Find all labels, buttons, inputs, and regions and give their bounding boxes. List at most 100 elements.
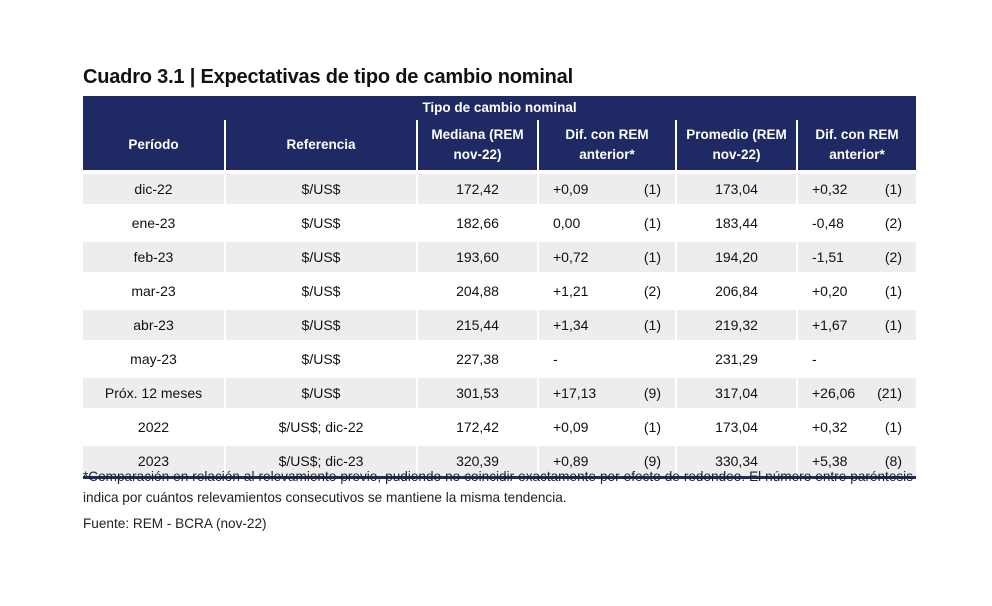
table-row: 2022 $/US$; dic-22 172,42 +0,09 (1) 173,04 +0,… (83, 408, 916, 444)
cell-mediana: 215,44 (416, 306, 538, 342)
cell-referencia: $/US$ (224, 340, 417, 376)
cell-dif-mediana-streak: (1) (643, 419, 661, 435)
cell-referencia: $/US$ (224, 374, 417, 410)
cell-mediana: 320,39 (416, 442, 538, 479)
cell-dif-mediana-value: - (553, 351, 558, 367)
cell-dif-promedio-value: -1,51 (812, 249, 844, 265)
table-row: may-23 $/US$ 227,38-231,29- (83, 340, 916, 376)
cell-dif-promedio: +5,38 (8) (796, 442, 916, 479)
cell-dif-mediana: +17,13 (9) (537, 374, 676, 410)
cell-dif-promedio-value: +26,06 (812, 385, 856, 401)
source-note: Fuente: REM - BCRA (nov-22) (83, 516, 267, 531)
cell-promedio: 173,04 (675, 170, 797, 206)
cell-dif-promedio-streak: (1) (884, 317, 902, 333)
cell-mediana: 172,42 (416, 408, 538, 444)
cell-mediana: 193,60 (416, 238, 538, 274)
table-row: Próx. 12 meses $/US$ 301,53 +17,13 (9) 317,04… (83, 374, 916, 410)
cell-promedio: 173,04 (675, 408, 797, 444)
cell-dif-promedio: +1,67 (1) (796, 306, 916, 342)
cell-dif-promedio: +0,20 (1) (796, 272, 916, 308)
cell-dif-promedio-value: +0,32 (812, 419, 848, 435)
cell-dif-mediana: +1,21 (2) (537, 272, 676, 308)
cell-dif-promedio: +26,06 (21) (796, 374, 916, 410)
cell-promedio: 231,29 (675, 340, 797, 376)
cell-dif-mediana-streak: (1) (643, 249, 661, 265)
cell-periodo: Próx. 12 meses (83, 374, 225, 410)
cell-dif-promedio-streak: (1) (884, 283, 902, 299)
cell-periodo: may-23 (83, 340, 225, 376)
cell-referencia: $/US$ (224, 170, 417, 206)
cell-dif-mediana-value: +0,09 (553, 419, 589, 435)
cell-dif-mediana: +0,09 (1) (537, 408, 676, 444)
cell-periodo: dic-22 (83, 170, 225, 206)
cell-dif-mediana-streak: (2) (643, 283, 661, 299)
cell-dif-promedio-value: +0,20 (812, 283, 848, 299)
cell-dif-mediana-streak: (9) (643, 385, 661, 401)
cell-dif-promedio-streak: (2) (884, 249, 902, 265)
cell-dif-promedio-streak: (8) (884, 453, 902, 469)
cell-mediana: 172,42 (416, 170, 538, 206)
cell-periodo: mar-23 (83, 272, 225, 308)
table-title: Cuadro 3.1 | Expectativas de tipo de cam… (83, 66, 573, 88)
cell-dif-mediana-value: +0,09 (553, 181, 589, 197)
cell-mediana: 227,38 (416, 340, 538, 376)
cell-dif-promedio-streak: (21) (877, 385, 902, 401)
cell-promedio: 183,44 (675, 204, 797, 240)
cell-dif-promedio-streak: (1) (884, 181, 902, 197)
cell-referencia: $/US$ (224, 272, 417, 308)
cell-periodo: 2023 (83, 442, 225, 479)
table-row: dic-22 $/US$ 172,42 +0,09 (1) 173,04 +0,32 (1) (83, 170, 916, 206)
table-row: mar-23 $/US$ 204,88 +1,21 (2) 206,84 +0,20 (1) (83, 272, 916, 308)
cell-periodo: 2022 (83, 408, 225, 444)
cell-referencia: $/US$; dic-22 (224, 408, 417, 444)
cell-periodo: ene-23 (83, 204, 225, 240)
cell-dif-mediana: +0,89 (9) (537, 442, 676, 479)
cell-referencia: $/US$ (224, 238, 417, 274)
table-banner: Tipo de cambio nominal (83, 96, 916, 120)
data-table: Período Referencia Mediana (REM nov-22) D… (83, 120, 916, 479)
cell-dif-promedio-value: +1,67 (812, 317, 848, 333)
cell-promedio: 317,04 (675, 374, 797, 410)
table-row: 2023 $/US$; dic-23 320,39 +0,89 (9) 330,34 +5,… (83, 442, 916, 479)
cell-dif-mediana: - (537, 340, 676, 376)
cell-dif-promedio: -0,48 (2) (796, 204, 916, 240)
cell-dif-promedio-value: - (812, 351, 817, 367)
cell-mediana: 182,66 (416, 204, 538, 240)
col-header-mediana: Mediana (REM nov-22) (416, 120, 538, 172)
cell-promedio: 330,34 (675, 442, 797, 479)
cell-dif-mediana-streak: (1) (643, 317, 661, 333)
footnote: *Comparación en relación al relevamiento… (83, 469, 913, 505)
col-header-dif-promedio: Dif. con REM anterior* (796, 120, 916, 172)
cell-dif-mediana: 0,00 (1) (537, 204, 676, 240)
cell-dif-mediana-value: +1,34 (553, 317, 589, 333)
cell-referencia: $/US$ (224, 306, 417, 342)
cell-dif-promedio: +0,32 (1) (796, 408, 916, 444)
cell-dif-mediana-value: +0,89 (553, 453, 589, 469)
cell-dif-mediana: +1,34 (1) (537, 306, 676, 342)
cell-dif-mediana-streak: (1) (643, 181, 661, 197)
cell-dif-promedio-streak: (2) (884, 215, 902, 231)
cell-mediana: 301,53 (416, 374, 538, 410)
cell-dif-mediana-value: +17,13 (553, 385, 597, 401)
cell-dif-mediana: +0,72 (1) (537, 238, 676, 274)
exchange-rate-table: Tipo de cambio nominal Período Referenci… (83, 96, 916, 479)
cell-dif-promedio-streak: (1) (884, 419, 902, 435)
cell-promedio: 219,32 (675, 306, 797, 342)
cell-referencia: $/US$ (224, 204, 417, 240)
cell-mediana: 204,88 (416, 272, 538, 308)
cell-promedio: 206,84 (675, 272, 797, 308)
cell-periodo: feb-23 (83, 238, 225, 274)
cell-dif-mediana-streak: (1) (643, 215, 661, 231)
cell-dif-promedio: +0,32 (1) (796, 170, 916, 206)
cell-referencia: $/US$; dic-23 (224, 442, 417, 479)
cell-dif-promedio-value: -0,48 (812, 215, 844, 231)
cell-periodo: abr-23 (83, 306, 225, 342)
col-header-referencia: Referencia (224, 120, 417, 172)
cell-dif-promedio-value: +5,38 (812, 453, 848, 469)
col-header-periodo: Período (83, 120, 225, 172)
cell-dif-promedio-value: +0,32 (812, 181, 848, 197)
header-row: Período Referencia Mediana (REM nov-22) D… (83, 120, 916, 172)
cell-dif-promedio: -1,51 (2) (796, 238, 916, 274)
cell-dif-mediana-value: +1,21 (553, 283, 589, 299)
table-row: ene-23 $/US$ 182,66 0,00 (1) 183,44 -0,48 (2) (83, 204, 916, 240)
